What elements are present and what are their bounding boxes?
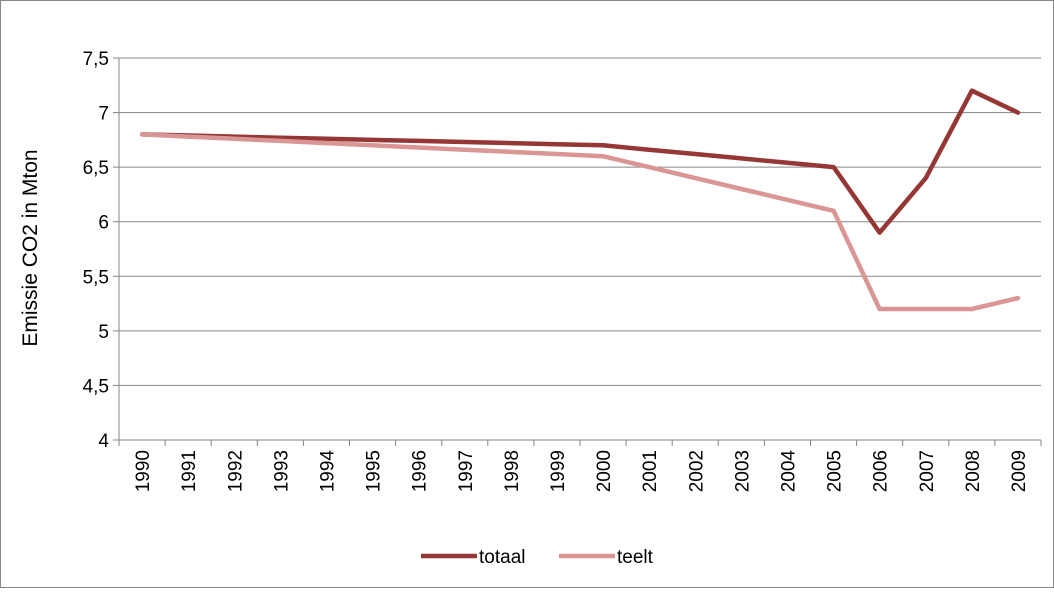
series-lines <box>139 88 1021 312</box>
x-tick-label: 1996 <box>410 450 431 492</box>
x-tick-label: 1991 <box>179 450 200 492</box>
legend: totaal teelt <box>421 547 654 568</box>
x-tick-label: 1999 <box>548 450 569 492</box>
legend-label-teelt: teelt <box>617 547 654 568</box>
x-tick-label: 2000 <box>594 450 615 492</box>
x-tick-label: 2008 <box>963 450 984 492</box>
axes <box>113 57 1042 446</box>
x-tick-label: 2003 <box>732 450 753 492</box>
legend-label-totaal: totaal <box>479 547 525 568</box>
x-tick-label: 1997 <box>456 450 477 492</box>
x-tick-label: 1990 <box>133 450 154 492</box>
x-tick-label: 2007 <box>917 450 938 492</box>
x-tick-labels: 1990 1991 1992 1993 1994 1995 1996 1997 1998 1999… <box>133 450 1030 493</box>
x-tick-label: 1992 <box>225 450 246 492</box>
y-tick-label: 4,5 <box>83 376 109 397</box>
y-tick-label: 6 <box>98 213 109 234</box>
y-tick-label: 5 <box>98 322 109 343</box>
x-tick-label: 2009 <box>1009 450 1030 492</box>
y-tick-label: 6,5 <box>83 158 109 179</box>
y-tick-label: 7,5 <box>83 49 109 70</box>
x-tick-label: 2005 <box>825 450 846 492</box>
x-tick-label: 1994 <box>317 450 338 493</box>
y-tick-label: 4 <box>98 431 109 452</box>
gridlines <box>119 57 1041 386</box>
x-tick-label: 2002 <box>686 450 707 492</box>
series-line-teelt <box>139 132 1021 312</box>
x-tick-label: 1993 <box>271 450 292 492</box>
y-tick-label: 5,5 <box>83 267 109 288</box>
x-tick-label: 1995 <box>364 450 385 492</box>
x-tick-label: 2001 <box>640 450 661 492</box>
x-tick-label: 2004 <box>778 450 799 493</box>
y-tick-labels: 4 4,5 5 5,5 6 6,5 7 7,5 <box>83 49 110 452</box>
x-tick-label: 1998 <box>502 450 523 492</box>
y-axis-title: Emissie CO2 in Mton <box>19 149 42 346</box>
y-tick-label: 7 <box>98 104 109 125</box>
series-line-totaal <box>139 88 1021 235</box>
x-tick-label: 2006 <box>871 450 892 492</box>
